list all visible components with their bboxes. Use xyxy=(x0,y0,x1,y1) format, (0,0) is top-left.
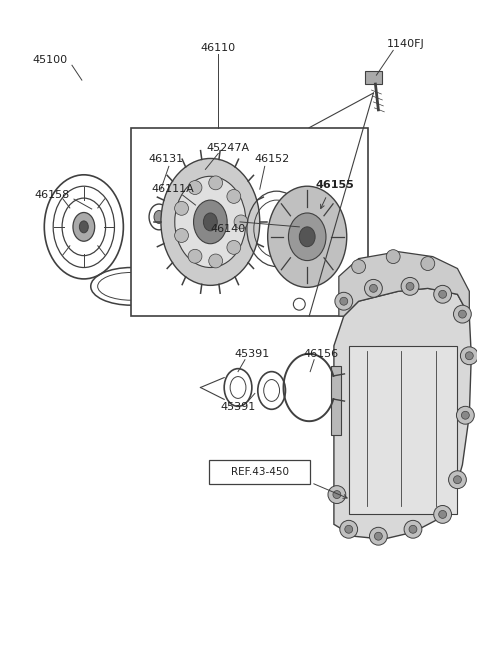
Ellipse shape xyxy=(175,176,246,268)
Text: 1140FJ: 1140FJ xyxy=(387,39,425,49)
Circle shape xyxy=(188,180,202,194)
Circle shape xyxy=(461,411,469,419)
Text: 45391: 45391 xyxy=(220,402,256,413)
Circle shape xyxy=(439,510,446,518)
Ellipse shape xyxy=(300,227,315,247)
Text: 46110: 46110 xyxy=(201,43,236,53)
Text: 46158: 46158 xyxy=(35,190,70,200)
Circle shape xyxy=(175,201,189,215)
Circle shape xyxy=(227,241,241,255)
Circle shape xyxy=(340,297,348,305)
Text: 45100: 45100 xyxy=(33,55,68,66)
Text: 46140: 46140 xyxy=(211,224,246,234)
Circle shape xyxy=(406,282,414,291)
Polygon shape xyxy=(339,252,469,316)
Circle shape xyxy=(352,260,366,274)
Circle shape xyxy=(460,347,478,365)
Bar xyxy=(364,72,383,84)
Circle shape xyxy=(234,215,248,229)
Circle shape xyxy=(370,284,377,293)
Circle shape xyxy=(370,527,387,545)
Circle shape xyxy=(340,520,358,538)
Circle shape xyxy=(448,471,467,489)
Circle shape xyxy=(404,520,422,538)
Circle shape xyxy=(454,305,471,323)
Circle shape xyxy=(333,491,341,499)
Circle shape xyxy=(421,256,435,270)
Circle shape xyxy=(409,525,417,533)
Circle shape xyxy=(374,532,383,540)
Text: 45391: 45391 xyxy=(234,349,269,359)
Circle shape xyxy=(364,279,383,297)
Circle shape xyxy=(401,277,419,295)
Circle shape xyxy=(466,352,473,359)
Ellipse shape xyxy=(288,213,326,260)
Circle shape xyxy=(454,476,461,483)
Circle shape xyxy=(209,254,223,268)
Circle shape xyxy=(227,190,241,203)
Ellipse shape xyxy=(193,200,227,244)
Circle shape xyxy=(345,525,353,533)
Text: 46152: 46152 xyxy=(254,154,289,165)
Circle shape xyxy=(456,406,474,424)
Circle shape xyxy=(328,485,346,504)
Text: 46155: 46155 xyxy=(315,180,354,190)
Circle shape xyxy=(439,291,446,298)
Bar xyxy=(349,346,457,514)
Circle shape xyxy=(434,285,452,303)
Polygon shape xyxy=(334,289,471,539)
Bar xyxy=(331,365,341,435)
Circle shape xyxy=(175,228,189,243)
Ellipse shape xyxy=(161,159,260,285)
Bar xyxy=(131,128,369,316)
Ellipse shape xyxy=(79,221,88,233)
FancyBboxPatch shape xyxy=(209,460,310,483)
Circle shape xyxy=(188,249,202,263)
Circle shape xyxy=(386,250,400,264)
Circle shape xyxy=(335,293,353,310)
Circle shape xyxy=(434,506,452,523)
Text: 45247A: 45247A xyxy=(206,142,250,153)
Ellipse shape xyxy=(268,186,347,287)
Ellipse shape xyxy=(73,213,95,241)
Circle shape xyxy=(458,310,467,318)
Text: REF.43-450: REF.43-450 xyxy=(231,467,289,477)
Ellipse shape xyxy=(204,213,217,231)
Circle shape xyxy=(209,176,223,190)
Text: 46111A: 46111A xyxy=(151,184,194,194)
Text: 46131: 46131 xyxy=(148,154,183,165)
Ellipse shape xyxy=(154,211,164,224)
Text: 46156: 46156 xyxy=(303,349,338,359)
